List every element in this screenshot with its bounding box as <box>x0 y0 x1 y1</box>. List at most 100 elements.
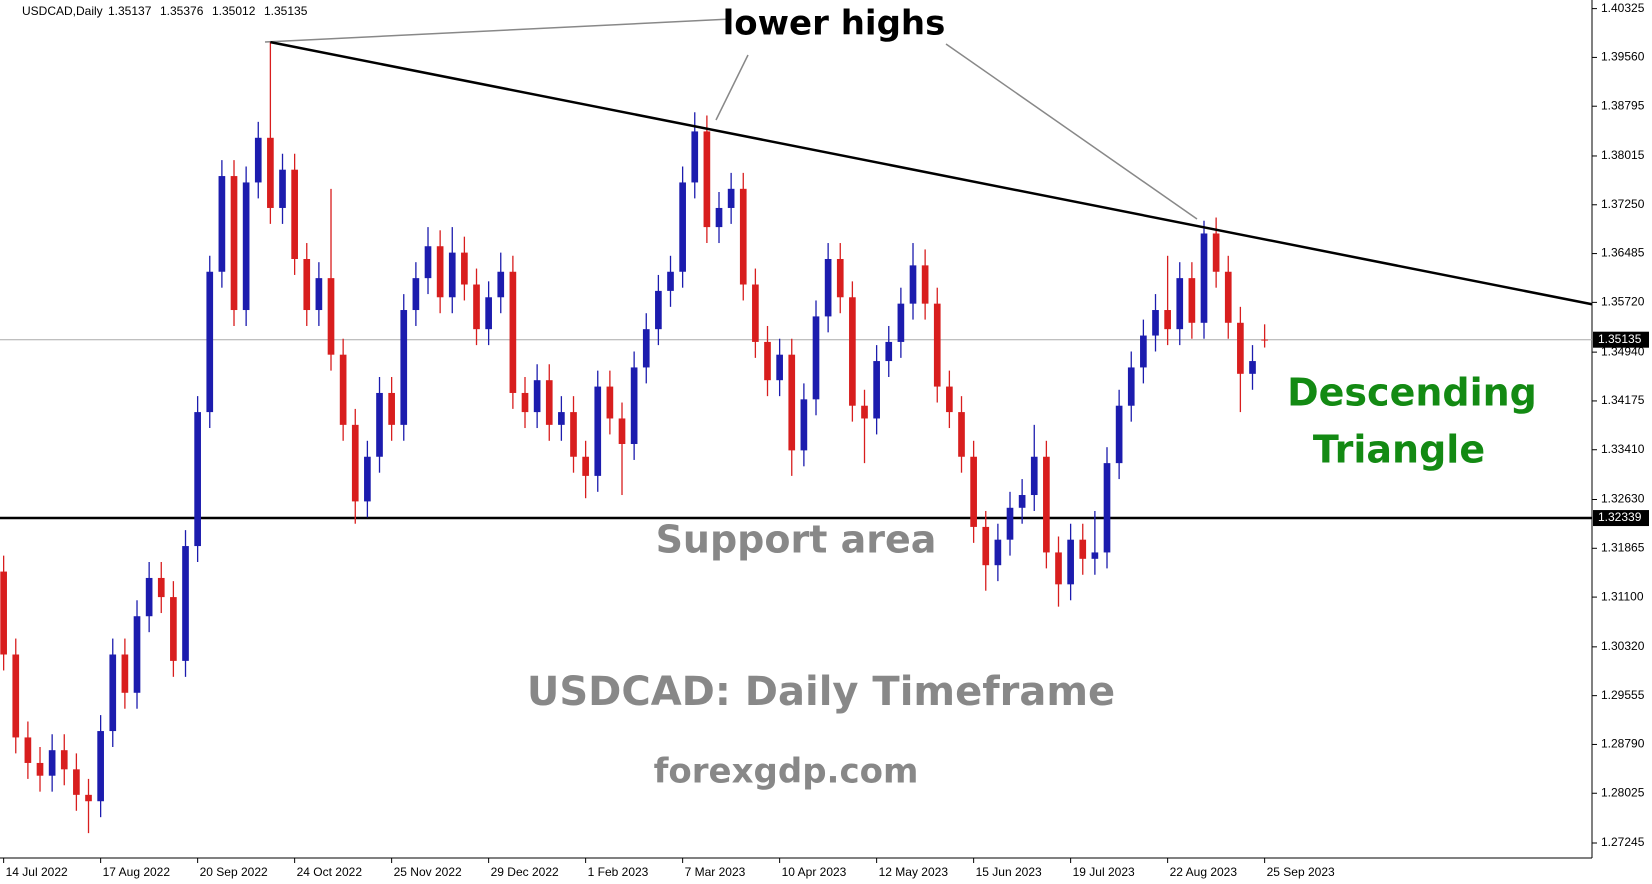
candle-body <box>1103 463 1111 553</box>
candle-body <box>570 412 577 457</box>
y-tick-label: 1.27245 <box>1601 835 1645 849</box>
candle-body <box>315 278 323 311</box>
candle-body <box>558 412 565 425</box>
candle-body <box>509 271 517 393</box>
y-tick-label: 1.28790 <box>1601 737 1645 751</box>
caption: USDCAD: Daily Timeframe <box>527 669 1115 715</box>
y-tick-label: 1.33410 <box>1601 442 1645 456</box>
low-value: 1.35012 <box>212 4 256 18</box>
pattern-label: Triangle <box>1313 428 1485 472</box>
candle-body <box>218 176 226 272</box>
candle-body <box>897 303 905 342</box>
support-box <box>1593 510 1649 527</box>
candle-body <box>812 316 820 400</box>
candle-body <box>376 392 383 457</box>
header: USDCAD,Daily 1.35137 1.35376 1.35012 1.3… <box>22 4 308 18</box>
candle-body <box>921 265 929 304</box>
candle-body <box>1249 361 1256 374</box>
candle-body <box>958 412 965 457</box>
open-value: 1.35137 <box>108 4 152 18</box>
candle-body <box>121 654 129 693</box>
pointer-line <box>264 18 732 43</box>
candle-body <box>1091 552 1099 559</box>
annotation: lower highs <box>723 4 946 44</box>
candle-body <box>182 546 189 661</box>
pointer-line <box>715 54 749 121</box>
x-tick-label: 25 Sep 2023 <box>1267 865 1335 879</box>
y-tick-label: 1.38015 <box>1601 148 1645 162</box>
y-tick-label: 1.31865 <box>1601 540 1645 554</box>
candle-body <box>703 131 711 228</box>
candle-body <box>533 380 541 413</box>
candle-body <box>1006 507 1014 540</box>
candle-body <box>85 794 92 802</box>
candle-body <box>242 182 250 311</box>
candle-body <box>24 737 32 763</box>
candle-body <box>1152 310 1159 336</box>
candle-body <box>933 303 941 387</box>
pointer-line <box>945 43 1198 220</box>
candle-body <box>739 188 747 285</box>
x-tick-label: 17 Aug 2022 <box>103 865 171 879</box>
candle-body <box>109 654 117 732</box>
y-tick-label: 1.28025 <box>1601 785 1645 799</box>
y-tick-label: 1.29555 <box>1601 688 1645 702</box>
x-tick-label: 19 Jul 2023 <box>1073 865 1135 879</box>
candle-body <box>861 405 868 419</box>
candle-body <box>752 284 759 342</box>
y-tick-label: 1.40325 <box>1601 1 1645 15</box>
candle-body <box>849 297 856 406</box>
x-tick-label: 22 Aug 2023 <box>1170 865 1238 879</box>
candle-body <box>1188 278 1196 323</box>
candle-body <box>667 271 674 291</box>
candle-body <box>133 616 141 693</box>
x-tick-label: 25 Nov 2022 <box>394 865 462 879</box>
candle-body <box>1237 322 1244 374</box>
candle-body <box>1200 233 1208 323</box>
candle-body <box>1030 456 1038 496</box>
candle-body <box>388 392 395 425</box>
candle-body <box>400 310 408 425</box>
candle-body <box>206 271 214 413</box>
candle-body <box>157 577 165 598</box>
candle-body <box>267 137 274 208</box>
candle-body <box>48 750 56 776</box>
x-tick-label: 29 Dec 2022 <box>491 865 559 879</box>
candle-body <box>145 577 153 617</box>
candle-body <box>606 386 614 419</box>
candle-body <box>594 386 602 476</box>
candle-body <box>800 399 808 451</box>
candle-body <box>1140 335 1147 368</box>
candle-body <box>364 456 371 502</box>
candle-body <box>73 769 80 795</box>
y-tick-label: 1.34175 <box>1601 393 1645 407</box>
candle-body <box>1055 552 1062 585</box>
candle-body <box>836 258 844 298</box>
x-tick-label: 20 Sep 2022 <box>200 865 268 879</box>
candle-body <box>994 539 1002 566</box>
x-tick-label: 10 Apr 2023 <box>782 865 847 879</box>
candle-body <box>327 278 335 355</box>
candle-body <box>194 412 201 547</box>
candle-body <box>473 284 480 330</box>
candle-body <box>170 597 177 661</box>
candle-body <box>727 188 735 208</box>
candle-body <box>497 271 505 298</box>
candle-body <box>521 392 529 413</box>
candle-body <box>1043 456 1050 553</box>
candle-body <box>448 252 456 298</box>
candle-body <box>36 762 44 776</box>
candle-body <box>642 329 650 368</box>
candle-body <box>1164 310 1171 330</box>
pattern-label: Descending <box>1287 371 1537 415</box>
candle-body <box>946 386 953 413</box>
candle-body <box>679 182 686 272</box>
candle-body <box>436 246 444 298</box>
candle-body <box>412 278 420 311</box>
symbol: USDCAD,Daily <box>22 4 103 18</box>
candle-body <box>0 571 7 655</box>
candle-body <box>618 418 626 444</box>
price-box-label: 1.35135 <box>1598 332 1642 346</box>
candle-body <box>1067 539 1074 585</box>
plot <box>0 40 1593 834</box>
